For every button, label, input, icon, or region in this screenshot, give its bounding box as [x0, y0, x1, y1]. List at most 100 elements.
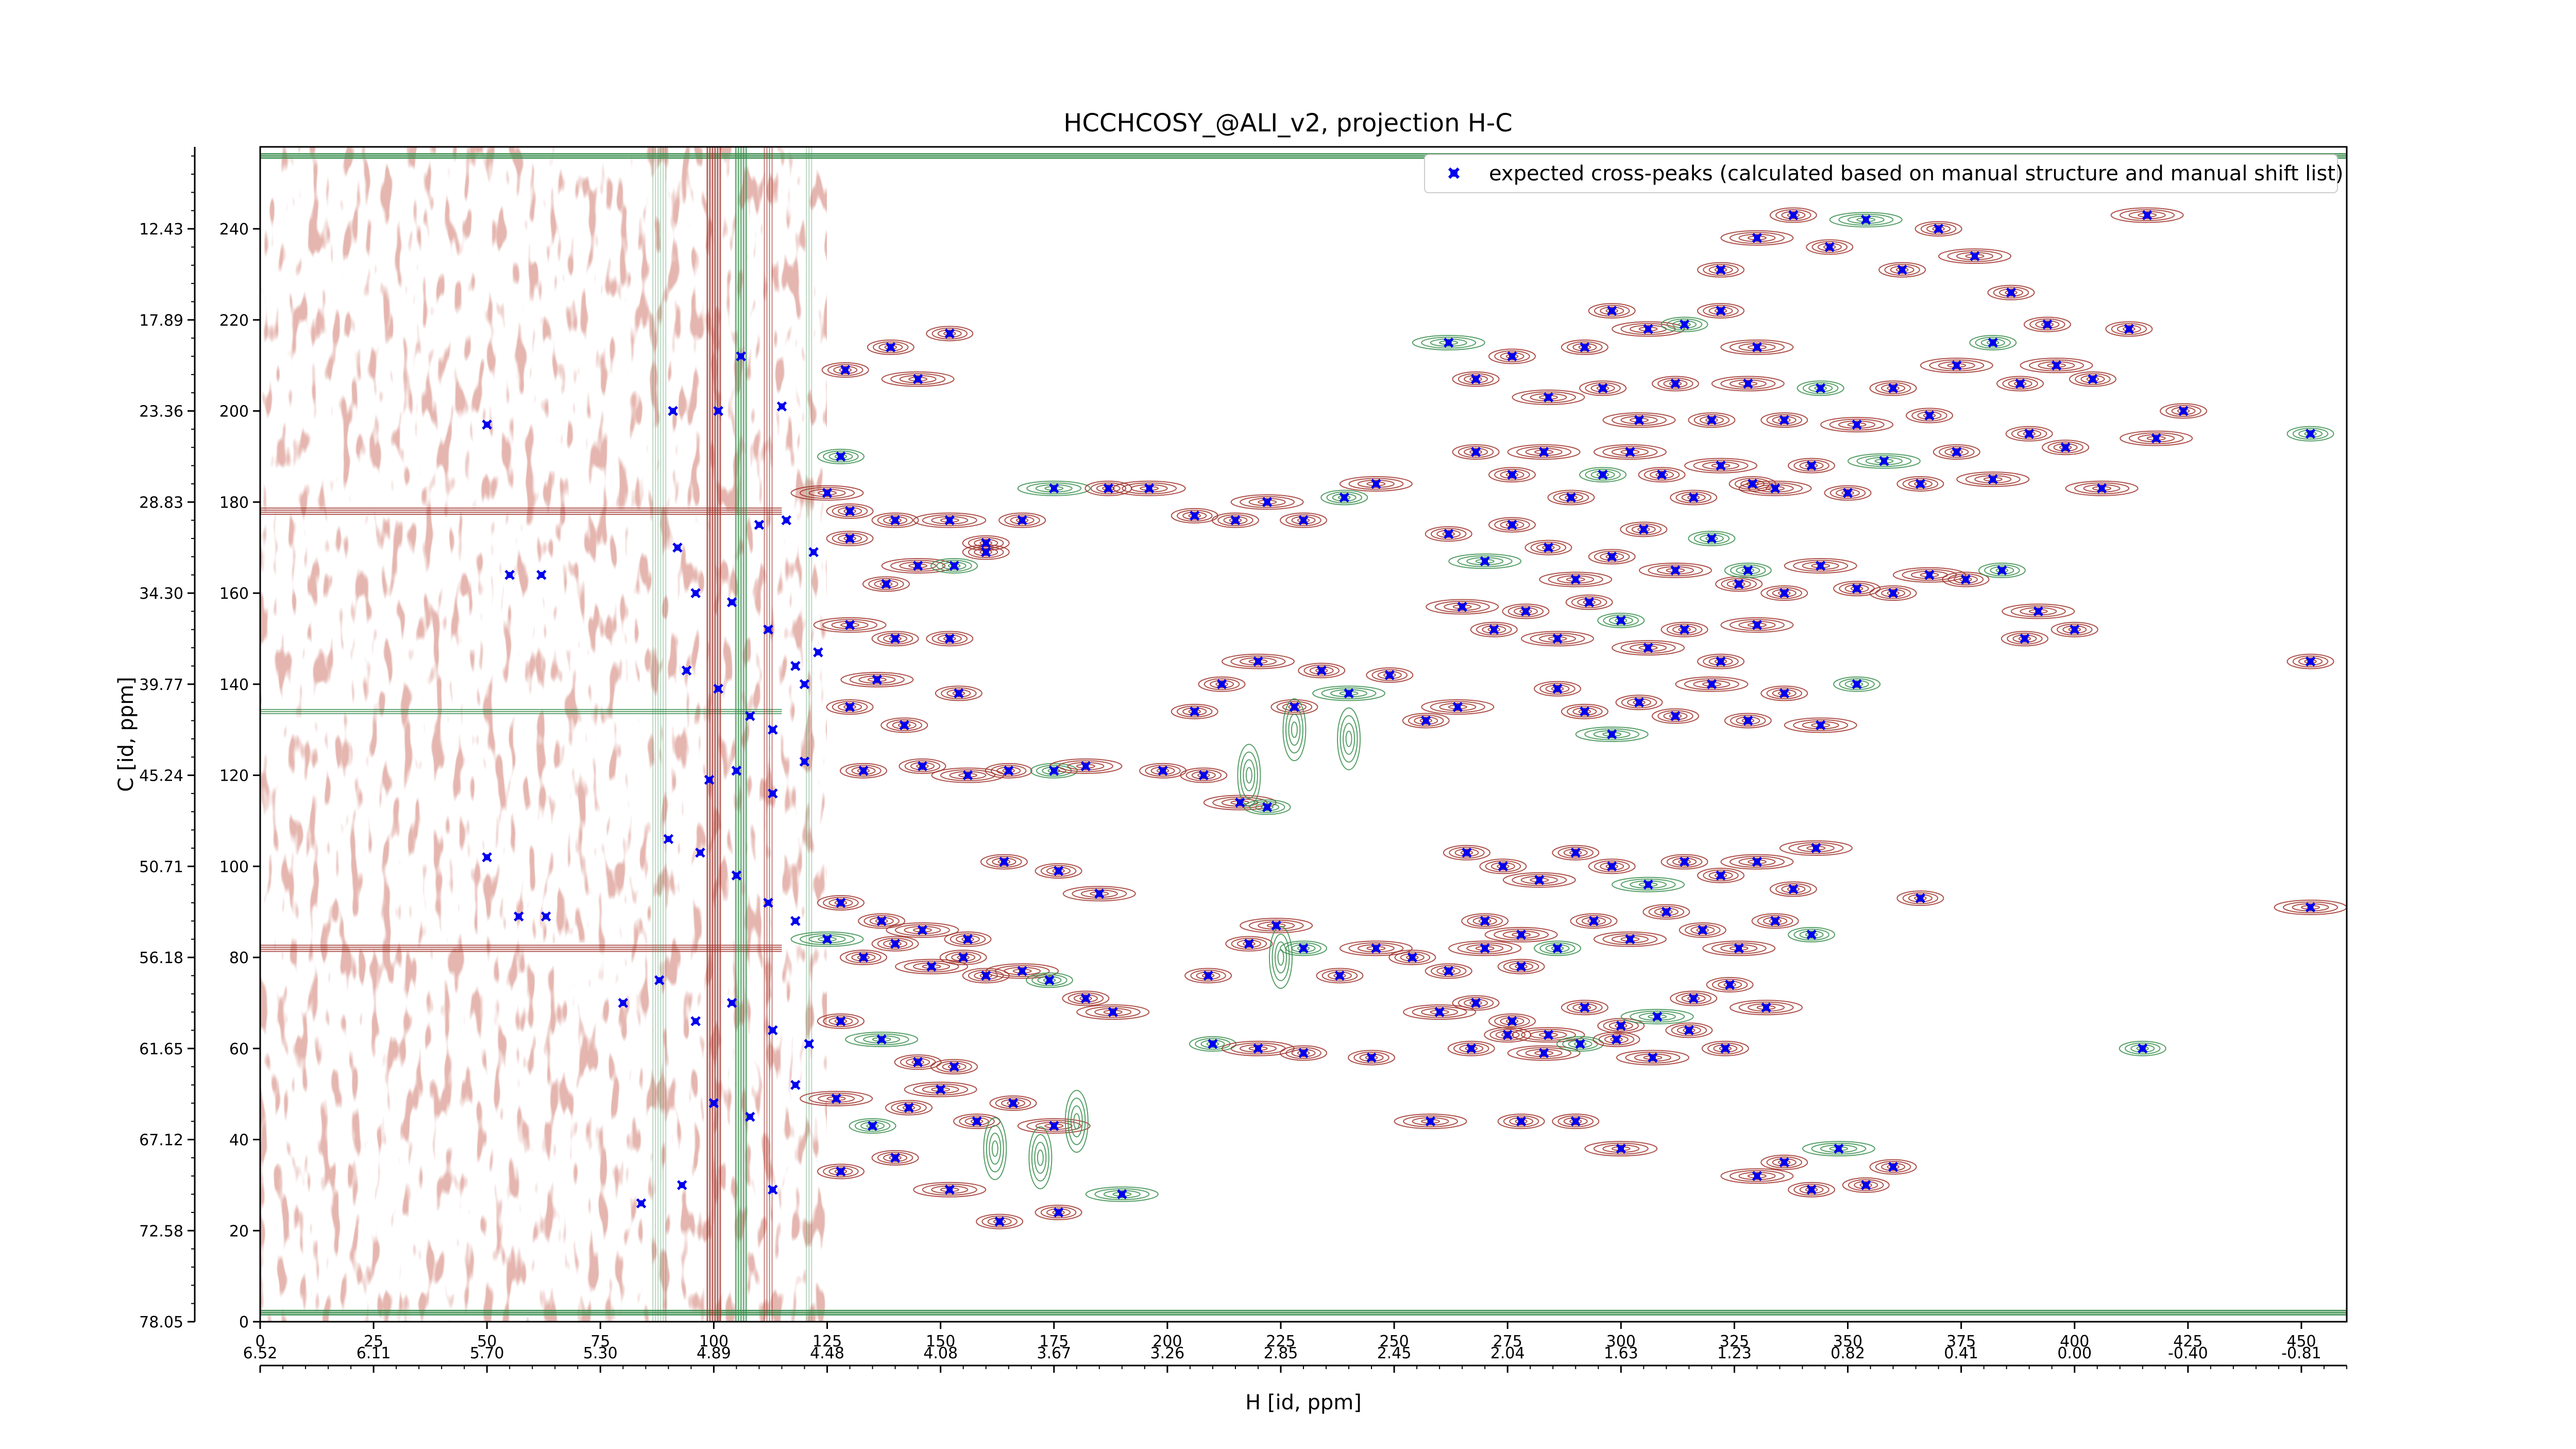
contour-peak	[821, 362, 869, 378]
contour-peak	[1926, 225, 1951, 233]
x-tick-label: 325	[1720, 1333, 1749, 1351]
contour-peak	[904, 926, 941, 934]
cross-peak-marker	[1761, 1002, 1771, 1013]
cross-peak-marker	[1507, 1016, 1517, 1026]
contour-peak	[1561, 1000, 1608, 1016]
cross-peak-marker	[1888, 1161, 1899, 1172]
contour-peak	[813, 617, 887, 633]
cross-peak-marker	[912, 1057, 923, 1068]
contour-peak	[1353, 1051, 1389, 1064]
x-tick-label: 125	[812, 1333, 842, 1351]
ppm-y-tick-label: 34.30	[139, 585, 183, 603]
cross-peak-marker	[1371, 943, 1381, 954]
contour-peak	[1444, 602, 1481, 611]
contour-peak	[851, 953, 876, 962]
contour-peak	[1500, 1017, 1524, 1025]
cross-peak-marker	[1752, 620, 1762, 630]
contour-peak	[1729, 619, 1785, 631]
contour-peak	[1488, 1013, 1536, 1029]
cross-peak-marker	[1144, 483, 1155, 494]
contour-peak	[838, 534, 862, 543]
cross-peak-marker	[1679, 624, 1690, 635]
contour-peak	[1708, 307, 1733, 315]
contour-peak	[1612, 414, 1667, 426]
contour-peak	[1062, 990, 1110, 1006]
contour-peak	[1648, 564, 1703, 577]
contour-peak	[1298, 663, 1346, 679]
contour-peak	[1679, 922, 1726, 938]
cross-peak-marker	[1053, 866, 1064, 876]
cross-peak-marker	[1625, 934, 1635, 945]
cross-peak-marker	[1716, 264, 1726, 275]
cross-peak-marker	[944, 633, 955, 644]
contour-peak	[1726, 580, 1751, 588]
cross-peak-marker	[822, 934, 833, 945]
cross-peak-marker	[1470, 374, 1481, 384]
contour-peak	[931, 767, 1005, 783]
contour-peak	[1665, 1022, 1713, 1038]
contour-peak	[1738, 233, 1776, 242]
y-axis: 0 20 40 60 80 100 120 140 160 180 200 220 240	[219, 221, 260, 1332]
cross-peak-marker	[1770, 916, 1781, 926]
cross-peak-marker	[2024, 428, 2035, 439]
contour-peak	[1403, 1004, 1477, 1020]
contour-peak	[1512, 390, 1585, 406]
contour-peak	[1046, 1208, 1071, 1217]
contour-peak	[1548, 574, 1603, 586]
cross-peak-marker	[1852, 419, 1862, 430]
cross-peak-marker	[768, 724, 778, 735]
contour-peak	[1779, 840, 1853, 856]
contour-peak	[826, 699, 874, 715]
contour-peak	[2012, 634, 2037, 643]
contour-peak	[1666, 624, 1703, 636]
contour-peak	[1230, 494, 1304, 510]
contour-peak	[1654, 907, 1679, 916]
contour-peak	[989, 1133, 1002, 1165]
y-tick-label: 0	[239, 1313, 249, 1332]
contour-peak	[831, 620, 869, 629]
contour-peak	[1600, 862, 1624, 871]
contour-peak	[1488, 517, 1536, 533]
contour-peak	[1570, 913, 1618, 929]
contour-peak	[1268, 926, 1293, 989]
cross-peak-marker	[1611, 1034, 1622, 1044]
cross-peak-marker	[2042, 319, 2053, 330]
contour-peak	[2105, 321, 2153, 337]
contour-peak	[2286, 426, 2334, 442]
contour-peak	[1561, 703, 1608, 719]
contour-peak	[1627, 698, 1652, 707]
cross-peak-marker	[663, 834, 674, 845]
contour-peak	[1672, 857, 1697, 866]
cross-peak-marker	[1203, 970, 1213, 981]
contour-peak	[1820, 417, 1894, 433]
cross-peak-marker	[536, 569, 547, 580]
contour-peak	[1150, 766, 1175, 775]
contour-peak	[1729, 1170, 1785, 1182]
contour-peak	[808, 488, 846, 497]
contour-peak	[1272, 934, 1290, 982]
cross-peak-marker	[844, 702, 855, 712]
contour-peak	[874, 580, 899, 588]
ppm-tick-label: 0.82	[1831, 1344, 1865, 1362]
contour-peak	[871, 936, 919, 952]
contour-peak	[1345, 730, 1352, 747]
cross-peak-marker	[1752, 342, 1762, 352]
y-tick-label: 60	[229, 1040, 249, 1058]
legend: expected cross-peaks (calculated based o…	[1424, 154, 2344, 193]
cross-peak-marker	[1443, 338, 1454, 348]
x-tick-label: 150	[926, 1333, 955, 1351]
contour-peak	[1230, 655, 1286, 668]
y-tick-label: 20	[229, 1222, 249, 1240]
contour-peak	[1458, 997, 1494, 1009]
contour-peak	[1530, 632, 1585, 645]
legend-box	[1424, 154, 2338, 193]
contour-peak	[832, 701, 868, 713]
contour-peak	[1697, 867, 1744, 883]
contour-peak	[2128, 211, 2166, 220]
contour-peak	[823, 1165, 859, 1177]
contour-peak	[1681, 493, 1706, 502]
cross-peak-marker	[1552, 633, 1563, 644]
contour-peak	[926, 326, 974, 342]
contour-peak	[1430, 339, 1467, 347]
contour-peak	[1575, 727, 1649, 742]
